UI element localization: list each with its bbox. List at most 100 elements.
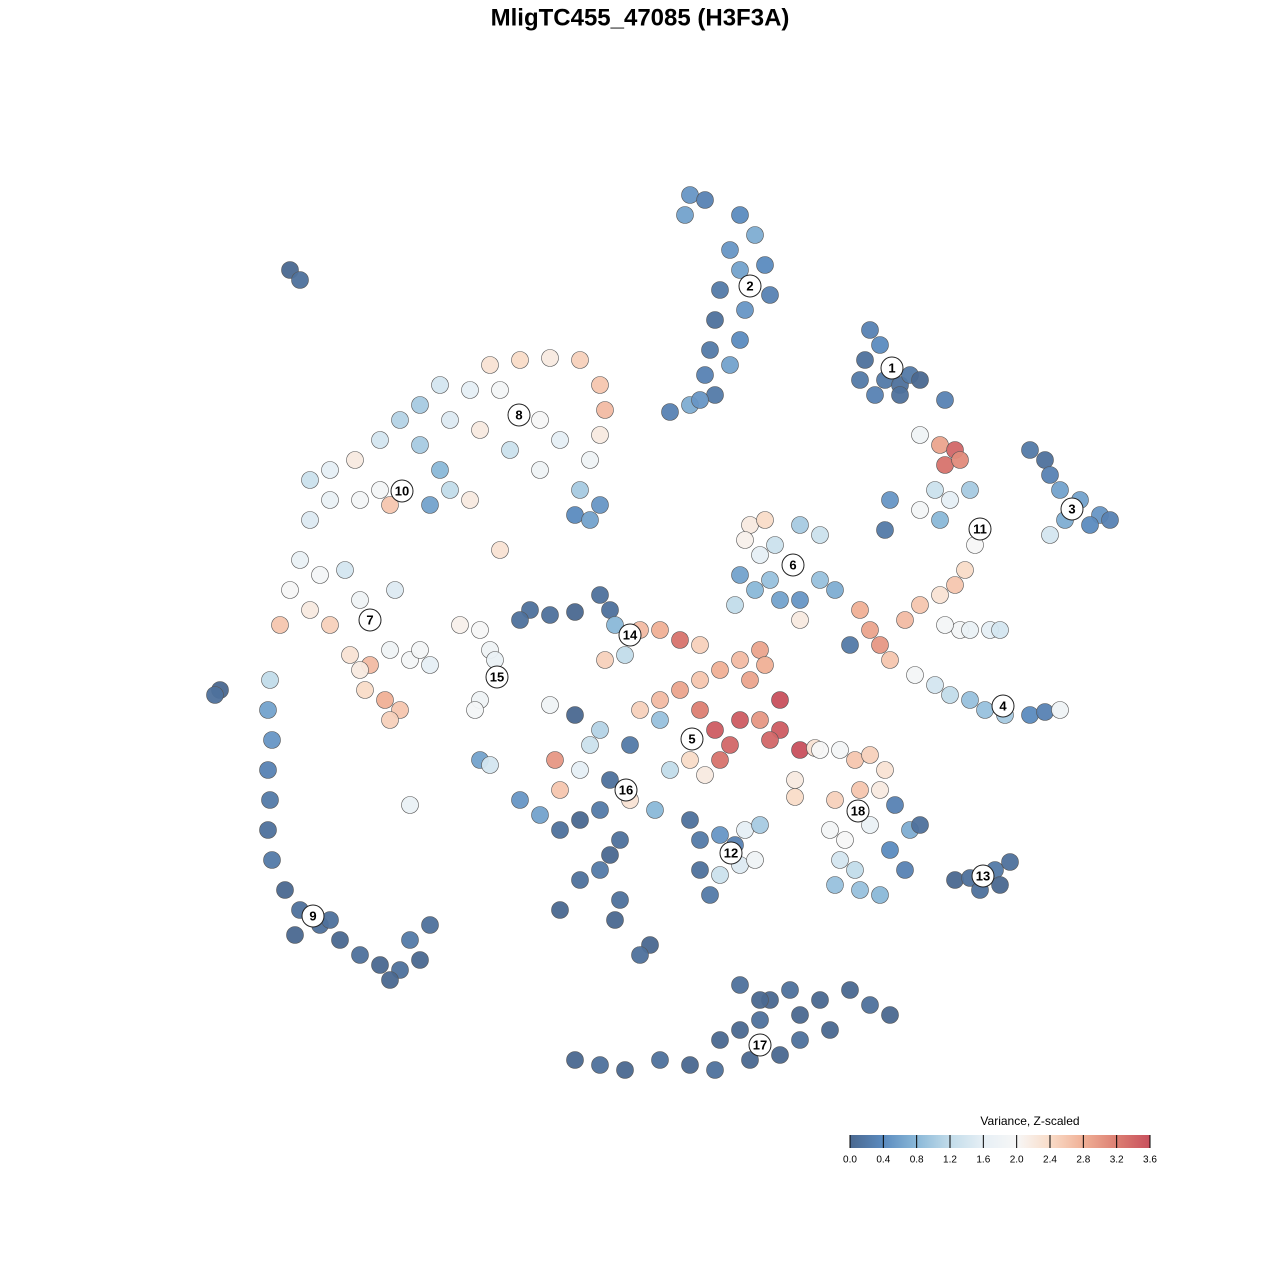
point: [376, 691, 394, 709]
point: [886, 796, 904, 814]
point: [946, 871, 964, 889]
point: [851, 781, 869, 799]
point: [961, 621, 979, 639]
cluster-label-bg: [507, 403, 531, 427]
point: [301, 471, 319, 489]
point: [846, 861, 864, 879]
point: [671, 681, 689, 699]
point: [821, 1021, 839, 1039]
point: [386, 581, 404, 599]
point: [601, 771, 619, 789]
point: [621, 736, 639, 754]
point: [356, 681, 374, 699]
point: [831, 851, 849, 869]
point: [761, 286, 779, 304]
point: [831, 741, 849, 759]
point: [861, 816, 879, 834]
point: [321, 616, 339, 634]
cluster-label: 16: [619, 782, 633, 797]
cluster-label-bg: [880, 356, 904, 380]
cluster-label: 14: [623, 627, 638, 642]
point: [263, 731, 281, 749]
point: [566, 506, 584, 524]
point: [551, 901, 569, 919]
point: [741, 671, 759, 689]
point: [1041, 526, 1059, 544]
cluster-label-bg: [390, 479, 414, 503]
point: [786, 788, 804, 806]
point: [651, 621, 669, 639]
point: [481, 356, 499, 374]
point: [681, 186, 699, 204]
cluster-label: 6: [789, 557, 796, 572]
colorbar-tick-label: 1.6: [976, 1155, 990, 1166]
point: [566, 1051, 584, 1069]
point: [676, 206, 694, 224]
point: [581, 736, 599, 754]
point: [746, 851, 764, 869]
point: [941, 686, 959, 704]
point: [861, 746, 879, 764]
point: [711, 281, 729, 299]
point: [756, 511, 774, 529]
colorbar-tick-label: 1.2: [943, 1155, 957, 1166]
point: [871, 636, 889, 654]
point: [291, 271, 309, 289]
point: [751, 711, 769, 729]
point: [846, 751, 864, 769]
cluster-label: 8: [515, 407, 522, 422]
point: [281, 581, 299, 599]
point: [451, 616, 469, 634]
point: [751, 641, 769, 659]
point: [441, 481, 459, 499]
point: [259, 701, 277, 719]
point: [501, 441, 519, 459]
point: [391, 411, 409, 429]
point: [691, 636, 709, 654]
point: [681, 1056, 699, 1074]
point: [571, 871, 589, 889]
point: [911, 816, 929, 834]
point: [263, 851, 281, 869]
point: [661, 403, 679, 421]
point: [431, 376, 449, 394]
point: [896, 611, 914, 629]
point: [671, 631, 689, 649]
point: [566, 603, 584, 621]
point: [511, 351, 529, 369]
point: [741, 1051, 759, 1069]
point: [881, 841, 899, 859]
point: [841, 981, 859, 999]
point: [411, 951, 429, 969]
point: [931, 436, 949, 454]
point: [761, 571, 779, 589]
point: [371, 481, 389, 499]
cluster-label: 11: [973, 521, 987, 536]
point: [336, 561, 354, 579]
point: [711, 1031, 729, 1049]
point: [606, 616, 624, 634]
point: [206, 686, 224, 704]
point: [771, 591, 789, 609]
point: [951, 451, 969, 469]
point: [471, 421, 489, 439]
point: [421, 496, 439, 514]
point: [731, 651, 749, 669]
point: [756, 656, 774, 674]
point: [351, 661, 369, 679]
point: [331, 931, 349, 949]
point: [736, 821, 754, 839]
point: [696, 766, 714, 784]
colorbar-tick-label: 0.4: [876, 1155, 890, 1166]
point: [881, 1006, 899, 1024]
cluster-label-bg: [485, 665, 509, 689]
point: [371, 431, 389, 449]
cluster-label-bg: [614, 778, 638, 802]
point: [706, 311, 724, 329]
point: [881, 651, 899, 669]
point: [631, 946, 649, 964]
point: [571, 811, 589, 829]
cluster-label: 17: [753, 1037, 767, 1052]
point: [961, 691, 979, 709]
